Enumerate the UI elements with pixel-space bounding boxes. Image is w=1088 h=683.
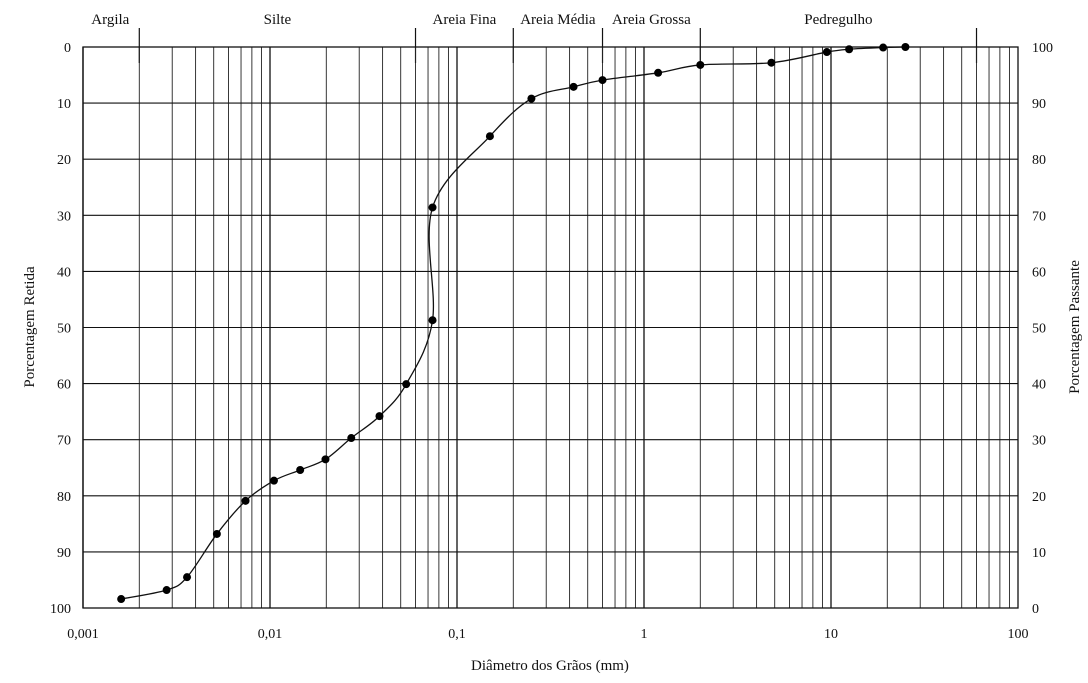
left-axis-title: Porcentagem Retida [22,266,38,388]
left-y-tick-label: 30 [57,209,71,224]
right-y-tick-label: 20 [1032,490,1046,505]
data-point [767,58,776,67]
zone-label: Silte [264,12,292,28]
x-tick-label: 0,1 [448,627,466,642]
data-point [569,82,578,91]
x-tick-label: 0,01 [258,627,283,642]
x-tick-label: 1 [641,627,648,642]
zone-dividers [138,28,978,63]
left-y-tick-label: 90 [57,546,71,561]
data-point [654,68,663,77]
data-point [347,434,356,443]
zone-label: Areia Fina [433,12,497,28]
data-points [117,43,910,604]
data-point [162,586,171,595]
left-y-tick-label: 20 [57,153,71,168]
right-y-tick-label: 40 [1032,378,1046,393]
left-y-tick-label: 60 [57,378,71,393]
right-y-tick-label: 60 [1032,265,1046,280]
data-point [485,132,494,141]
zone-label: Pedregulho [804,12,872,28]
left-y-tick-labels: 0 10 20 30 40 50 60 70 80 90 100 [50,41,71,617]
right-y-tick-label: 100 [1032,41,1053,56]
left-y-tick-label: 50 [57,322,71,337]
right-y-tick-label: 30 [1032,434,1046,449]
data-point [241,496,250,505]
data-point [696,60,705,69]
data-point [212,529,221,538]
data-point [402,380,411,389]
horizontal-gridlines [83,102,1018,553]
zone-label: Areia Média [520,12,596,28]
x-tick-label: 10 [824,627,838,642]
data-point [428,316,437,325]
x-tick-labels: 0,001 0,01 0,1 1 10 100 [67,627,1028,642]
right-y-tick-label: 90 [1032,97,1046,112]
left-y-tick-label: 100 [50,602,71,617]
data-point [183,573,192,582]
data-point [845,45,854,54]
right-y-tick-label: 80 [1032,153,1046,168]
data-point [598,76,607,85]
data-point [375,412,384,421]
right-y-tick-label: 50 [1032,322,1046,337]
data-point [269,476,278,485]
right-axis-title: Porcentagem Passante [1067,260,1083,394]
left-y-tick-label: 70 [57,434,71,449]
data-point [879,43,888,52]
zone-labels: Argila Silte Areia Fina Areia Média Areia Gr… [91,12,872,28]
left-y-tick-label: 0 [64,41,71,56]
right-y-tick-label: 10 [1032,546,1046,561]
x-tick-label: 100 [1008,627,1029,642]
data-point [901,43,910,51]
data-point [296,465,305,474]
data-point [321,455,330,464]
zone-label: Areia Grossa [612,12,691,28]
data-point [428,203,437,212]
zone-label: Argila [91,12,129,28]
data-point [527,94,536,103]
data-point [822,48,831,57]
data-point [117,595,126,604]
left-y-tick-label: 80 [57,490,71,505]
x-tick-label: 0,001 [67,627,99,642]
left-y-tick-label: 40 [57,265,71,280]
plot-frame [82,46,1019,609]
left-y-tick-label: 10 [57,97,71,112]
right-y-tick-label: 70 [1032,209,1046,224]
right-y-tick-label: 0 [1032,602,1039,617]
x-axis-title: Diâmetro dos Grãos (mm) [471,658,629,674]
